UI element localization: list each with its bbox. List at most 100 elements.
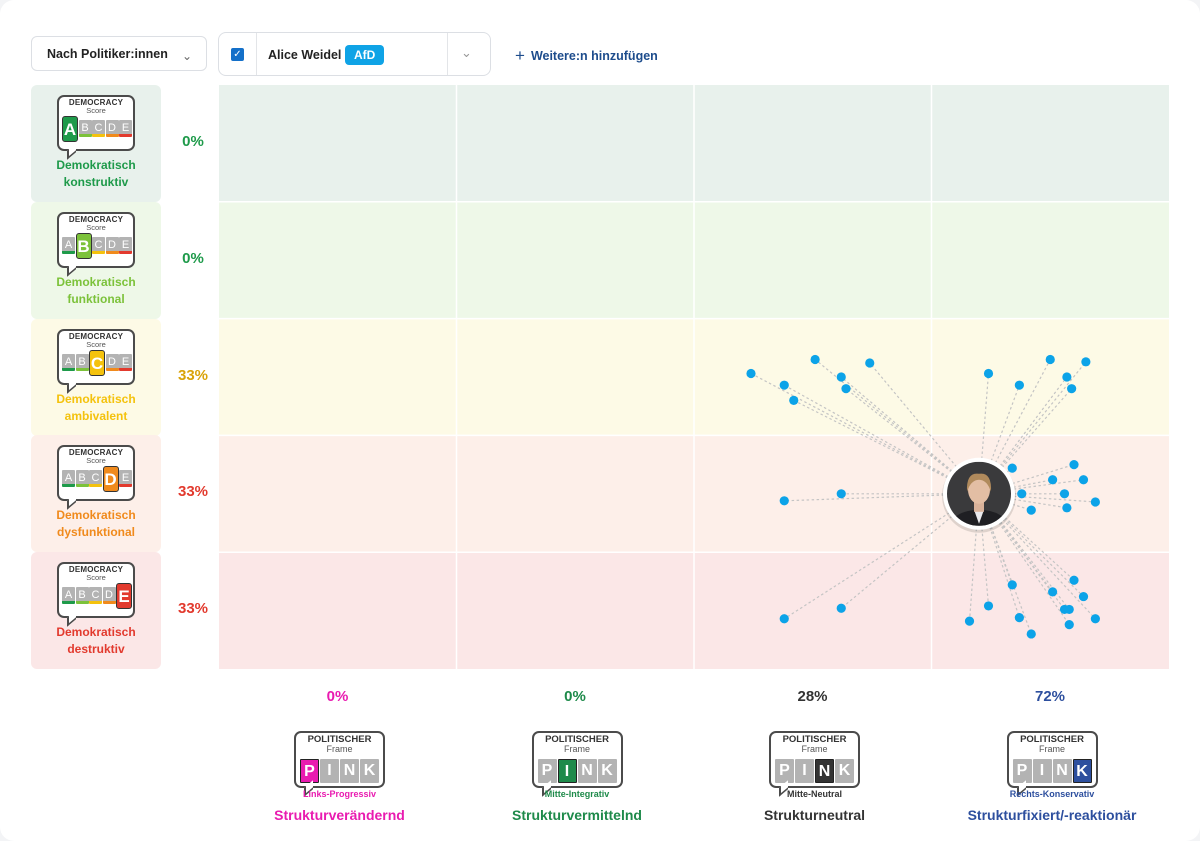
grade-letter: E [119,353,132,371]
statement-point[interactable] [810,354,820,365]
divider [447,33,448,75]
statement-point[interactable] [836,603,846,613]
frame-badge-title: POLITISCHER [782,734,847,745]
statement-point[interactable] [1048,587,1058,597]
statement-point[interactable] [1078,591,1089,602]
statement-point[interactable] [1064,604,1074,615]
statement-point[interactable] [1007,580,1017,590]
divider [256,33,257,75]
grade-letter: B [75,232,92,259]
grade-letter: E [119,236,132,254]
column-label: Strukturfixiert/-reaktionär [967,807,1137,823]
statement-point[interactable] [964,616,975,626]
statement-point[interactable] [983,601,994,611]
statement-point[interactable] [1026,629,1036,639]
mode-select[interactable]: Nach Politiker:innen ⌄ [31,36,207,71]
frame-badge-subtitle: Frame [326,744,353,754]
party-badge: AfD [345,45,385,65]
row-label-line2: ambivalent [64,408,128,423]
statement-point[interactable] [1026,505,1036,515]
grade-letter: A [62,353,75,371]
politician-avatar[interactable] [942,457,1016,546]
grid-cell [694,201,932,319]
political-frame-badge: POLITISCHER Frame P I N K [1006,731,1098,797]
add-politician-label: Weitere:n hinzufügen [530,49,658,63]
statement-point[interactable] [1069,460,1079,470]
grade-letter: E [116,583,132,610]
statement-point[interactable] [779,380,789,390]
badge-title: DEMOCRACY [68,214,124,224]
column-label: Strukturneutral [763,807,866,823]
frame-letter: K [597,759,617,783]
statement-point[interactable] [1007,463,1017,473]
grid-cell [219,318,457,436]
frame-letter: P [537,759,557,783]
chevron-down-icon[interactable]: ⌄ [461,45,472,60]
frame-letter: N [577,759,597,783]
statement-point[interactable] [1059,489,1070,499]
democracy-score-badge: DEMOCRACY Score A B C D E [57,445,135,511]
column-label: Strukturverändernd [274,807,405,823]
statement-point[interactable] [836,372,846,382]
grade-letter: B [75,587,89,605]
connector-line [978,493,1096,503]
row-label-line2: destruktiv [67,642,125,657]
statement-point[interactable] [779,614,789,624]
frame-letter: P [1012,759,1032,783]
statement-point[interactable] [1067,384,1077,394]
grade-letter: C [89,349,105,376]
connector-line [978,361,1087,495]
grade-letter: B [75,470,89,488]
grade-letter: E [119,120,132,137]
statement-point[interactable] [1090,614,1100,624]
connector-line [783,493,980,620]
statement-point[interactable] [1014,613,1024,623]
statement-point[interactable] [1078,475,1089,485]
badge-subtitle: Score [86,339,106,349]
score-legend-d: DEMOCRACY Score A B C D E Demokratisch dysfunkti… [31,435,161,553]
statement-point[interactable] [865,358,875,368]
grade-letter: C [89,470,102,488]
connector-line [978,493,1096,620]
statement-point[interactable] [1062,372,1072,382]
statement-point[interactable] [836,489,846,499]
grade-letter: D [105,353,119,371]
statement-point[interactable] [1090,497,1100,507]
badge-title: DEMOCRACY [68,565,124,575]
statement-point[interactable] [789,395,799,405]
grade-letter: A [62,470,75,488]
grid-cell [694,318,932,436]
checkbox-checked-icon[interactable]: ✓ [231,48,244,61]
grid-cell [456,201,694,319]
statement-point[interactable] [1064,620,1074,630]
politician-selector[interactable]: ✓ Alice Weidel AfD ⌄ [218,32,491,76]
statement-point[interactable] [1014,380,1024,390]
statement-point[interactable] [1081,357,1091,367]
column-percent: 0% [564,688,586,705]
frame-badge-title: POLITISCHER [1020,734,1084,745]
statement-point[interactable] [983,368,994,379]
statement-point[interactable] [841,384,851,394]
column-percent: 0% [326,688,349,705]
democracy-score-badge: DEMOCRACY Score A B C D E [57,328,135,394]
score-legend-a: DEMOCRACY Score A B C D E Demokratisch konstrukt… [31,85,161,202]
statement-point[interactable] [1017,489,1027,499]
statement-point[interactable] [746,368,756,379]
frame-letter: K [1072,759,1092,783]
statement-point[interactable] [779,496,789,506]
connector-line [978,388,1073,495]
add-politician-button[interactable]: + Weitere:n hinzufügen [515,45,658,65]
statement-point[interactable] [1048,475,1058,485]
grid-cell [219,85,457,202]
statement-point[interactable] [1045,354,1055,365]
row-percent: 0% [182,133,204,150]
row-percent: 33% [177,483,209,501]
frame-letter: K [360,759,379,783]
frame-letter: I [320,759,339,783]
row-label-line2: dysfunktional [56,525,135,540]
statement-point[interactable] [1062,503,1072,513]
statement-point[interactable] [1069,575,1079,585]
